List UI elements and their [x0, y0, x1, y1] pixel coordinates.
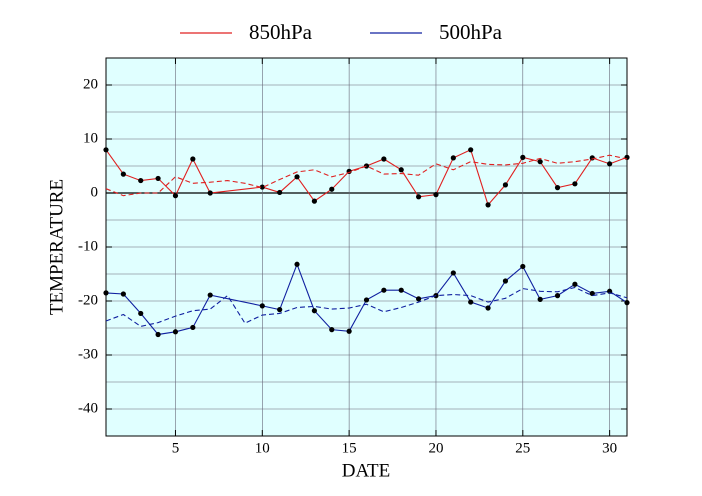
y-tick-label: 20 — [83, 76, 98, 92]
x-axis-label: DATE — [342, 460, 391, 481]
point — [155, 331, 161, 338]
x-tick-label: 20 — [428, 440, 443, 456]
point — [120, 291, 126, 297]
point — [450, 155, 456, 161]
y-tick-label: 0 — [91, 184, 99, 200]
point — [450, 270, 456, 276]
point — [416, 194, 422, 200]
point — [103, 147, 109, 153]
x-tick-label: 10 — [255, 440, 270, 456]
point — [277, 307, 283, 313]
point — [485, 202, 491, 208]
point — [607, 161, 613, 167]
point — [433, 192, 439, 198]
point — [572, 281, 578, 287]
y-tick-label: -30 — [78, 346, 98, 362]
point — [172, 193, 179, 199]
dashed-line — [105, 154, 628, 197]
point — [520, 263, 526, 270]
point — [172, 329, 179, 335]
point — [190, 156, 196, 162]
point — [398, 167, 404, 173]
legend-text: 850hPa — [249, 20, 313, 44]
point — [589, 155, 595, 161]
point — [520, 154, 526, 160]
point — [294, 174, 300, 180]
point — [624, 300, 630, 306]
point — [537, 296, 543, 302]
point — [554, 185, 561, 191]
point — [207, 190, 213, 196]
point — [120, 171, 126, 177]
point — [416, 296, 422, 302]
x-tick-label: 5 — [172, 440, 180, 456]
x-tick-label: 15 — [342, 440, 357, 456]
plot-frame — [105, 57, 628, 437]
point — [398, 287, 404, 293]
point — [363, 297, 370, 303]
dashed-line — [105, 286, 628, 327]
y-tick-label: -10 — [78, 238, 98, 254]
point — [259, 184, 265, 190]
point — [554, 293, 561, 299]
point — [138, 310, 144, 317]
point — [468, 299, 474, 305]
y-axis-label: TEMPERATURE — [46, 179, 67, 315]
point — [190, 324, 196, 331]
point — [311, 198, 317, 204]
point — [138, 177, 144, 184]
legend-text: 500hPa — [439, 20, 503, 44]
point — [589, 290, 595, 297]
point — [311, 308, 317, 314]
point — [537, 159, 543, 165]
point — [468, 147, 474, 153]
point — [277, 189, 283, 196]
x-tick-label: 25 — [515, 440, 530, 456]
point — [329, 327, 335, 333]
point — [103, 290, 109, 296]
y-tick-label: -20 — [78, 292, 98, 308]
point — [363, 163, 370, 169]
y-tick-label: -40 — [78, 400, 98, 416]
point — [346, 328, 352, 334]
point — [294, 261, 300, 267]
x-tick-label: 30 — [602, 440, 617, 456]
point — [572, 181, 578, 187]
point — [155, 175, 161, 182]
point — [259, 303, 265, 309]
point — [207, 292, 213, 298]
point — [381, 156, 387, 162]
point — [485, 305, 491, 311]
point — [624, 154, 630, 160]
point — [502, 278, 509, 284]
point — [329, 186, 335, 192]
y-tick-label: 10 — [83, 130, 98, 146]
point — [502, 182, 509, 188]
point — [381, 287, 387, 293]
